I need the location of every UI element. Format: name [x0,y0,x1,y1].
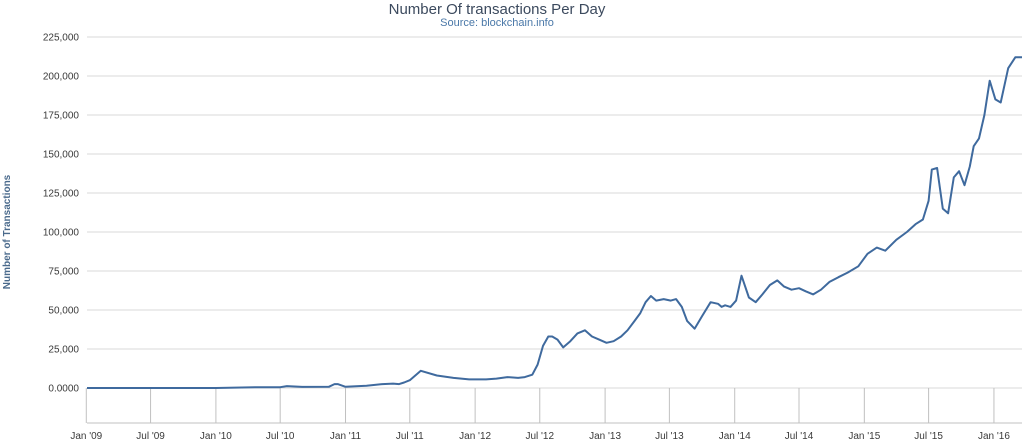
y-tick-label: 75,000 [48,267,79,278]
chart-title: Number Of transactions Per Day [389,1,606,18]
grid-lines [87,36,1022,389]
x-tick-label: Jul '12 [525,431,554,442]
x-tick-label: Jan '15 [848,431,880,442]
y-tick-label: 200,000 [43,72,80,83]
x-tick-label: Jul '13 [655,431,684,442]
y-tick-label: 175,000 [43,111,80,122]
x-tick-label: Jul '14 [785,431,814,442]
y-axis-ticks: 0.0000 25,000 50,000 75,000 100,000 125,000 15… [43,33,80,395]
x-tick-label: Jan '13 [589,431,621,442]
x-tick-label: Jan '10 [200,431,232,442]
x-tick-label: Jul '11 [396,431,424,442]
y-tick-label: 225,000 [43,33,80,44]
series-group [87,56,1022,389]
x-tick-label: Jan '11 [330,431,362,442]
x-tick-label: Jan '14 [719,431,751,442]
y-tick-label: 50,000 [48,306,79,317]
series-line [87,56,1022,389]
chart-subtitle: Source: blockchain.info [440,17,554,29]
y-tick-label: 125,000 [43,189,80,200]
y-tick-label: 0.0000 [48,384,79,395]
y-tick-label: 25,000 [48,345,79,356]
x-tick-label: Jan '16 [978,431,1010,442]
y-axis-label: Number of Transactions [2,174,13,289]
y-tick-label: 100,000 [43,228,80,239]
x-axis-ticks: Jan '09 Jul '09 Jan '10 Jul '10 Jan '11 Jul '… [70,388,1010,442]
x-tick-label: Jul '15 [914,431,943,442]
y-tick-label: 150,000 [43,150,80,161]
x-tick-label: Jul '10 [266,431,295,442]
x-tick-label: Jul '09 [136,431,165,442]
x-tick-label: Jan '09 [70,431,102,442]
x-tick-label: Jan '12 [459,431,491,442]
